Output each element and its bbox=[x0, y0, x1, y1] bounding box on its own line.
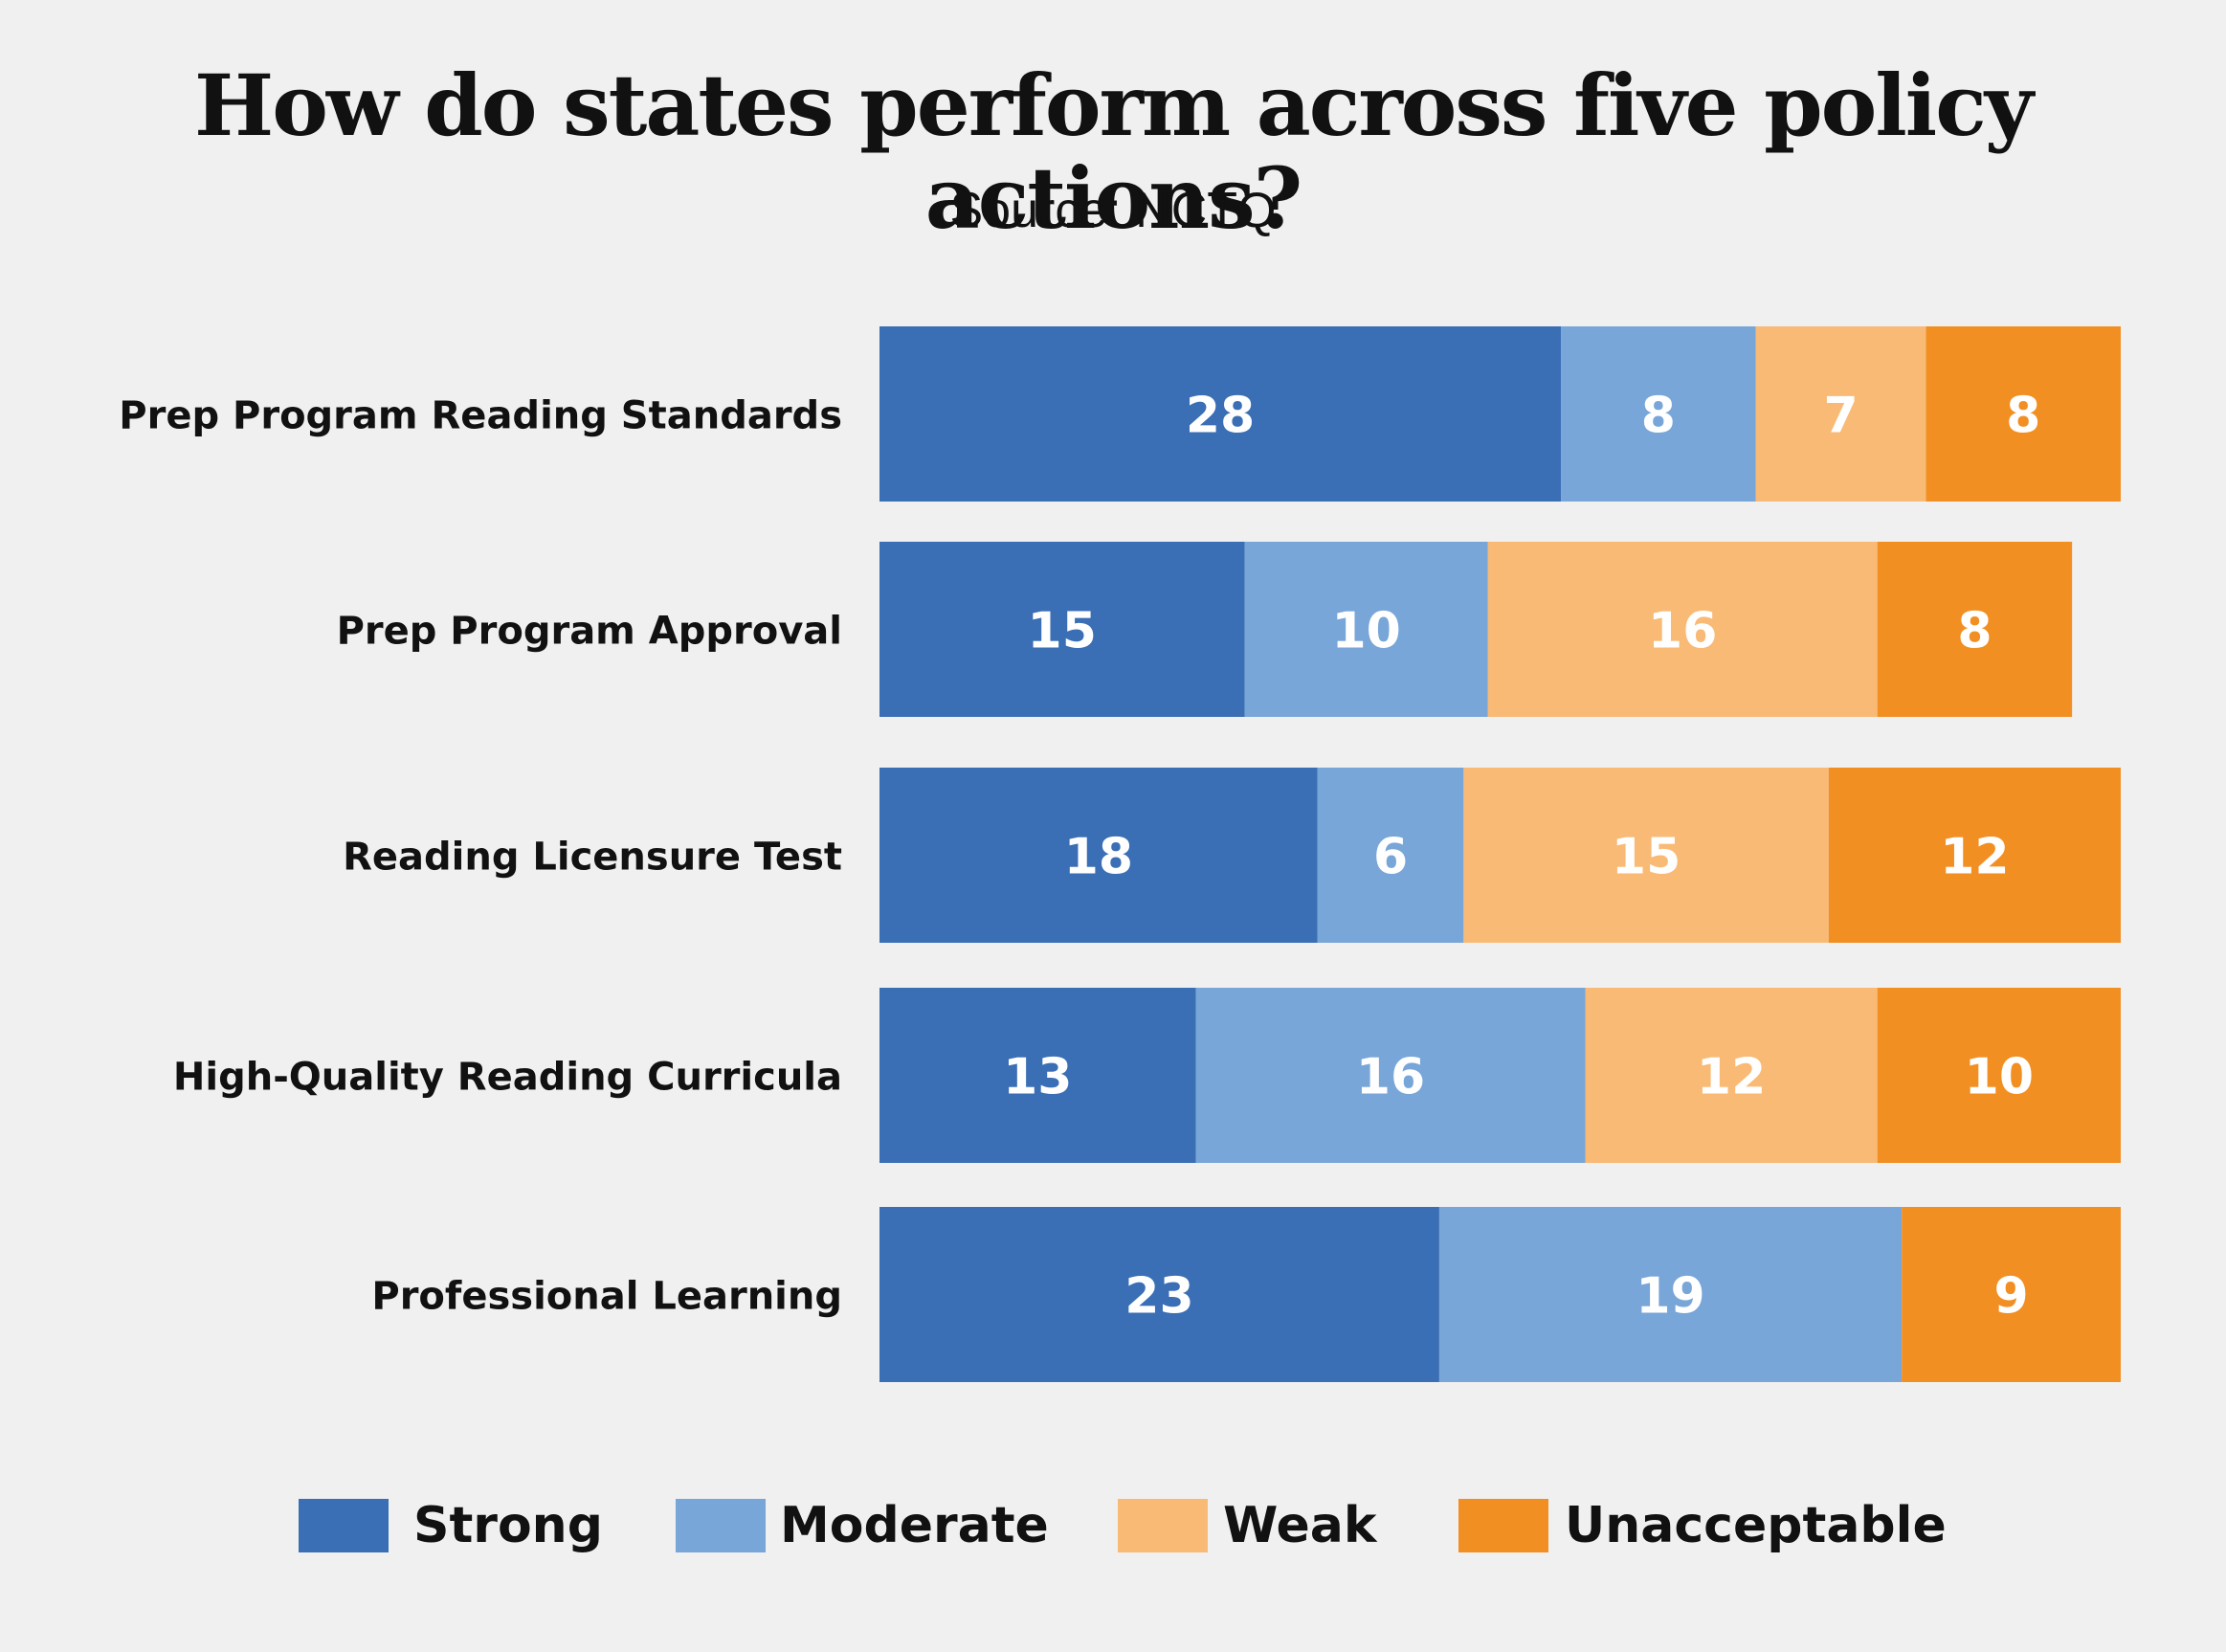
bar-reading-licensure-test-unacceptable bbox=[1828, 768, 2121, 943]
category-label-reading-licensure-test: Reading Licensure Test bbox=[343, 836, 842, 880]
bar-professional-learning-strong bbox=[879, 1207, 1439, 1382]
data-label-prep-program-reading-standards-weak: 7 bbox=[1823, 388, 1858, 445]
bar-professional-learning-unacceptable bbox=[1902, 1207, 2121, 1382]
bar-high-quality-reading-curricula-strong bbox=[879, 988, 1196, 1163]
bar-prep-program-reading-standards-weak bbox=[1755, 326, 1926, 502]
data-label-high-quality-reading-curricula-weak: 12 bbox=[1697, 1049, 1766, 1106]
bars: 28 8 7 8 15 10 16 8 18 6 15 12 13 16 12 10 23 19 9 bbox=[879, 326, 2121, 1382]
data-label-prep-program-reading-standards-moderate: 8 bbox=[1641, 388, 1676, 445]
data-label-prep-program-approval-weak: 16 bbox=[1648, 603, 1717, 660]
bar-reading-licensure-test-weak bbox=[1463, 768, 1829, 943]
data-label-high-quality-reading-curricula-unacceptable: 10 bbox=[1965, 1049, 2034, 1106]
data-label-professional-learning-unacceptable: 9 bbox=[1993, 1268, 2028, 1326]
chart-title: How do states perform across five policy… bbox=[194, 56, 2034, 248]
data-label-prep-program-approval-unacceptable: 8 bbox=[1957, 603, 1992, 660]
bar-reading-licensure-test-moderate bbox=[1317, 768, 1464, 943]
bar-prep-program-reading-standards-strong bbox=[879, 326, 1562, 502]
data-label-high-quality-reading-curricula-strong: 13 bbox=[1003, 1049, 1072, 1106]
legend: Strong Moderate Weak Unacceptable bbox=[299, 1497, 1947, 1554]
bar-prep-program-approval-unacceptable bbox=[1877, 542, 2073, 717]
bar-prep-program-reading-standards-unacceptable bbox=[1925, 326, 2121, 502]
category-label-prep-program-approval: Prep Program Approval bbox=[337, 610, 842, 654]
data-label-prep-program-approval-strong: 15 bbox=[1028, 603, 1097, 660]
legend-swatch-moderate bbox=[676, 1499, 766, 1552]
data-label-reading-licensure-test-unacceptable: 12 bbox=[1940, 829, 2009, 886]
legend-label-strong: Strong bbox=[413, 1497, 603, 1554]
data-label-professional-learning-moderate: 19 bbox=[1636, 1268, 1704, 1326]
bar-high-quality-reading-curricula-unacceptable bbox=[1877, 988, 2121, 1163]
legend-label-unacceptable: Unacceptable bbox=[1565, 1497, 1947, 1554]
category-labels: Prep Program Reading Standards Prep Progr… bbox=[119, 394, 842, 1319]
data-label-reading-licensure-test-moderate: 6 bbox=[1373, 829, 1408, 886]
data-label-prep-program-reading-standards-strong: 28 bbox=[1186, 388, 1255, 445]
bar-professional-learning-moderate bbox=[1438, 1207, 1903, 1382]
category-label-professional-learning: Professional Learning bbox=[371, 1275, 842, 1319]
bar-reading-licensure-test-strong bbox=[879, 768, 1318, 943]
data-label-high-quality-reading-curricula-moderate: 16 bbox=[1356, 1049, 1425, 1106]
bar-high-quality-reading-curricula-moderate bbox=[1195, 988, 1586, 1163]
data-label-reading-licensure-test-weak: 15 bbox=[1612, 829, 1681, 886]
legend-swatch-unacceptable bbox=[1458, 1499, 1548, 1552]
bar-prep-program-approval-strong bbox=[879, 542, 1245, 717]
category-label-prep-program-reading-standards: Prep Program Reading Standards bbox=[119, 394, 842, 438]
legend-label-weak: Weak bbox=[1223, 1497, 1378, 1554]
bar-high-quality-reading-curricula-weak bbox=[1585, 988, 1878, 1163]
legend-label-moderate: Moderate bbox=[780, 1497, 1049, 1554]
data-label-prep-program-reading-standards-unacceptable: 8 bbox=[2006, 388, 2040, 445]
chart-subtitle: Source: NCTQ bbox=[949, 183, 1277, 238]
data-label-professional-learning-strong: 23 bbox=[1124, 1268, 1193, 1326]
data-label-reading-licensure-test-strong: 18 bbox=[1064, 829, 1133, 886]
bar-prep-program-reading-standards-moderate bbox=[1561, 326, 1756, 502]
category-label-high-quality-reading-curricula: High-Quality Reading Curricula bbox=[173, 1056, 842, 1100]
legend-swatch-strong bbox=[299, 1499, 389, 1552]
bar-prep-program-approval-moderate bbox=[1244, 542, 1488, 717]
legend-swatch-weak bbox=[1118, 1499, 1208, 1552]
data-label-prep-program-approval-moderate: 10 bbox=[1331, 603, 1400, 660]
bar-prep-program-approval-weak bbox=[1487, 542, 1878, 717]
